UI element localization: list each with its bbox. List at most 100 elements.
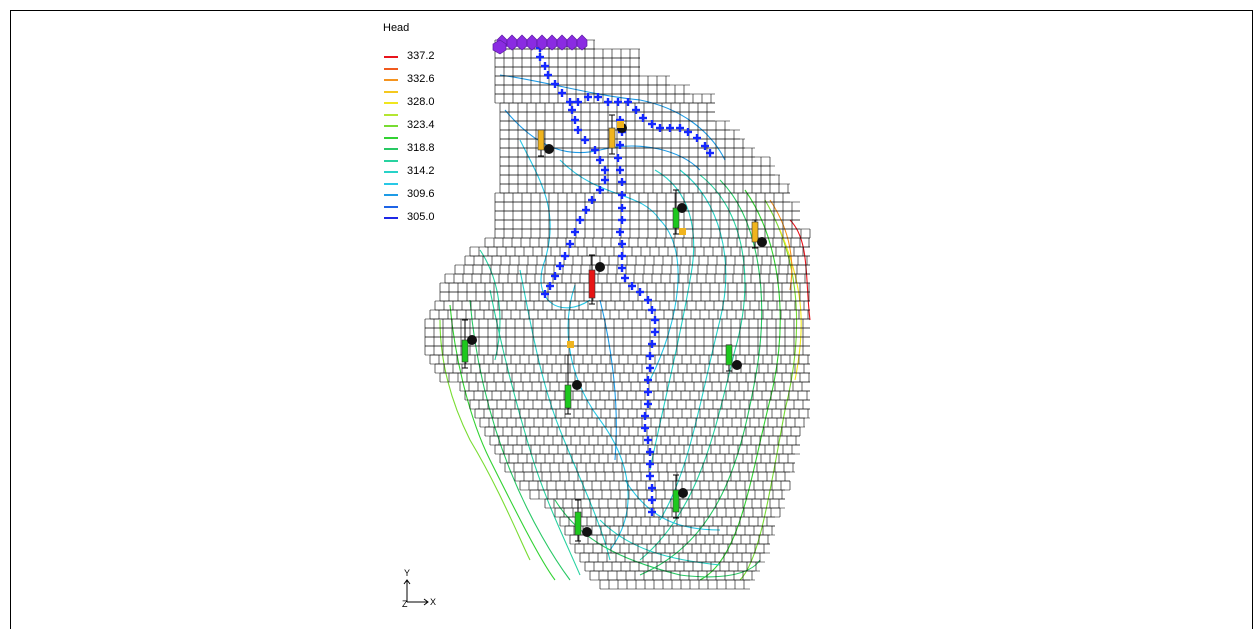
river-cell-icon bbox=[616, 228, 624, 236]
river-cell-icon bbox=[621, 274, 629, 282]
head-contour bbox=[449, 304, 556, 581]
axis-z-label: Z bbox=[402, 599, 408, 609]
river-cell-icon bbox=[618, 264, 626, 272]
constant-head-cell-icon bbox=[576, 34, 588, 51]
river-cell-icon bbox=[616, 166, 624, 174]
well-icon[interactable] bbox=[672, 189, 687, 235]
head-contour bbox=[789, 219, 811, 321]
legend-swatch bbox=[384, 125, 398, 127]
river-cell-icon bbox=[604, 98, 612, 106]
well-icon[interactable] bbox=[537, 129, 554, 157]
legend-swatch bbox=[384, 171, 398, 173]
river-cell-icon bbox=[701, 142, 709, 150]
constant-head-cell-icon bbox=[492, 39, 507, 55]
legend-swatch bbox=[384, 56, 398, 58]
river-cell-icon bbox=[541, 62, 549, 70]
river-cell-icon bbox=[601, 176, 609, 184]
river-cell-icon bbox=[639, 114, 647, 122]
head-contour bbox=[469, 299, 571, 581]
river-cell-icon bbox=[646, 364, 654, 372]
river-cell-icon bbox=[644, 388, 652, 396]
marker-square bbox=[679, 228, 686, 235]
river-cell-icon bbox=[588, 196, 596, 204]
river-cell-icon bbox=[666, 124, 674, 132]
river-cell-icon bbox=[601, 166, 609, 174]
legend-item bbox=[383, 63, 453, 75]
well-icon[interactable] bbox=[588, 254, 605, 305]
legend-swatch bbox=[384, 136, 398, 139]
legend-item: 318.8 bbox=[383, 142, 453, 155]
river-cell-icon bbox=[558, 89, 566, 97]
river-cell-icon bbox=[641, 424, 649, 432]
river-cell-icon bbox=[551, 272, 559, 280]
legend-title: Head bbox=[383, 22, 410, 34]
river-cell-icon bbox=[574, 98, 582, 106]
legend-item: 323.4 bbox=[383, 119, 453, 132]
head-contour bbox=[499, 74, 726, 161]
legend-swatch bbox=[384, 148, 398, 150]
legend-item bbox=[383, 178, 453, 190]
head-contour bbox=[519, 139, 591, 309]
river-cell-icon bbox=[614, 154, 622, 162]
well-icon[interactable] bbox=[461, 319, 477, 369]
head-contour bbox=[779, 229, 802, 381]
head-contour bbox=[739, 199, 798, 581]
river-cell-icon bbox=[651, 316, 659, 324]
river-cell-icon bbox=[644, 376, 652, 384]
river-cell-icon bbox=[618, 216, 626, 224]
legend-swatch bbox=[384, 159, 398, 162]
observation-wells[interactable] bbox=[461, 114, 767, 542]
river-cell-icon bbox=[581, 136, 589, 144]
legend-label: 332.6 bbox=[407, 73, 435, 85]
river-cell-icon bbox=[566, 98, 574, 106]
well-icon[interactable] bbox=[672, 474, 688, 519]
legend-label: 323.4 bbox=[407, 119, 435, 131]
constant-head-cells bbox=[492, 34, 588, 55]
river-cell-icon bbox=[594, 93, 602, 101]
river-cell-icon bbox=[656, 124, 664, 132]
legend-item: 328.0 bbox=[383, 96, 453, 109]
well-icon[interactable] bbox=[574, 499, 592, 542]
legend-swatch bbox=[384, 194, 398, 196]
river-cell-icon bbox=[618, 178, 626, 186]
river-cell-icon bbox=[541, 290, 549, 298]
head-contour bbox=[599, 519, 721, 566]
river-cell-icon bbox=[648, 496, 656, 504]
legend-swatch bbox=[384, 205, 398, 208]
river-cell-icon bbox=[648, 340, 656, 348]
river-cell-icon bbox=[618, 240, 626, 248]
river-cell-icon bbox=[676, 124, 684, 132]
constant-head-cell-icon bbox=[516, 34, 528, 51]
river-cell-icon bbox=[624, 98, 632, 106]
river-cell-icon bbox=[614, 98, 622, 106]
river-cell-icon bbox=[571, 116, 579, 124]
legend-item: 305.0 bbox=[383, 211, 453, 224]
river-cell-icon bbox=[648, 120, 656, 128]
head-contour bbox=[769, 199, 793, 291]
river-cell-icon bbox=[551, 80, 559, 88]
head-contour bbox=[439, 319, 531, 561]
legend-item bbox=[383, 155, 453, 167]
river-cell-icon bbox=[536, 53, 544, 61]
river-cell-icon bbox=[618, 252, 626, 260]
head-contour bbox=[659, 169, 727, 521]
river-cell-icon bbox=[568, 106, 576, 114]
legend-label: 318.8 bbox=[407, 142, 435, 154]
well-icon[interactable] bbox=[725, 344, 742, 372]
constant-head-cell-icon bbox=[506, 34, 518, 51]
river-cell-icon bbox=[544, 71, 552, 79]
river-cell-icon bbox=[646, 448, 654, 456]
constant-head-cell-icon bbox=[526, 34, 538, 51]
river-cell-icon bbox=[566, 240, 574, 248]
river-cell-icon bbox=[584, 93, 592, 101]
legend-item: 309.6 bbox=[383, 188, 453, 201]
axis-y-label: Y bbox=[404, 568, 411, 578]
constant-head-cell-icon bbox=[546, 34, 558, 51]
well-icon[interactable] bbox=[564, 354, 582, 415]
river-cell-icon bbox=[648, 508, 656, 516]
river-cell-icon bbox=[546, 282, 554, 290]
river-cell-icon bbox=[618, 204, 626, 212]
well-icon[interactable] bbox=[751, 219, 767, 249]
constant-head-cell-icon bbox=[566, 34, 578, 51]
